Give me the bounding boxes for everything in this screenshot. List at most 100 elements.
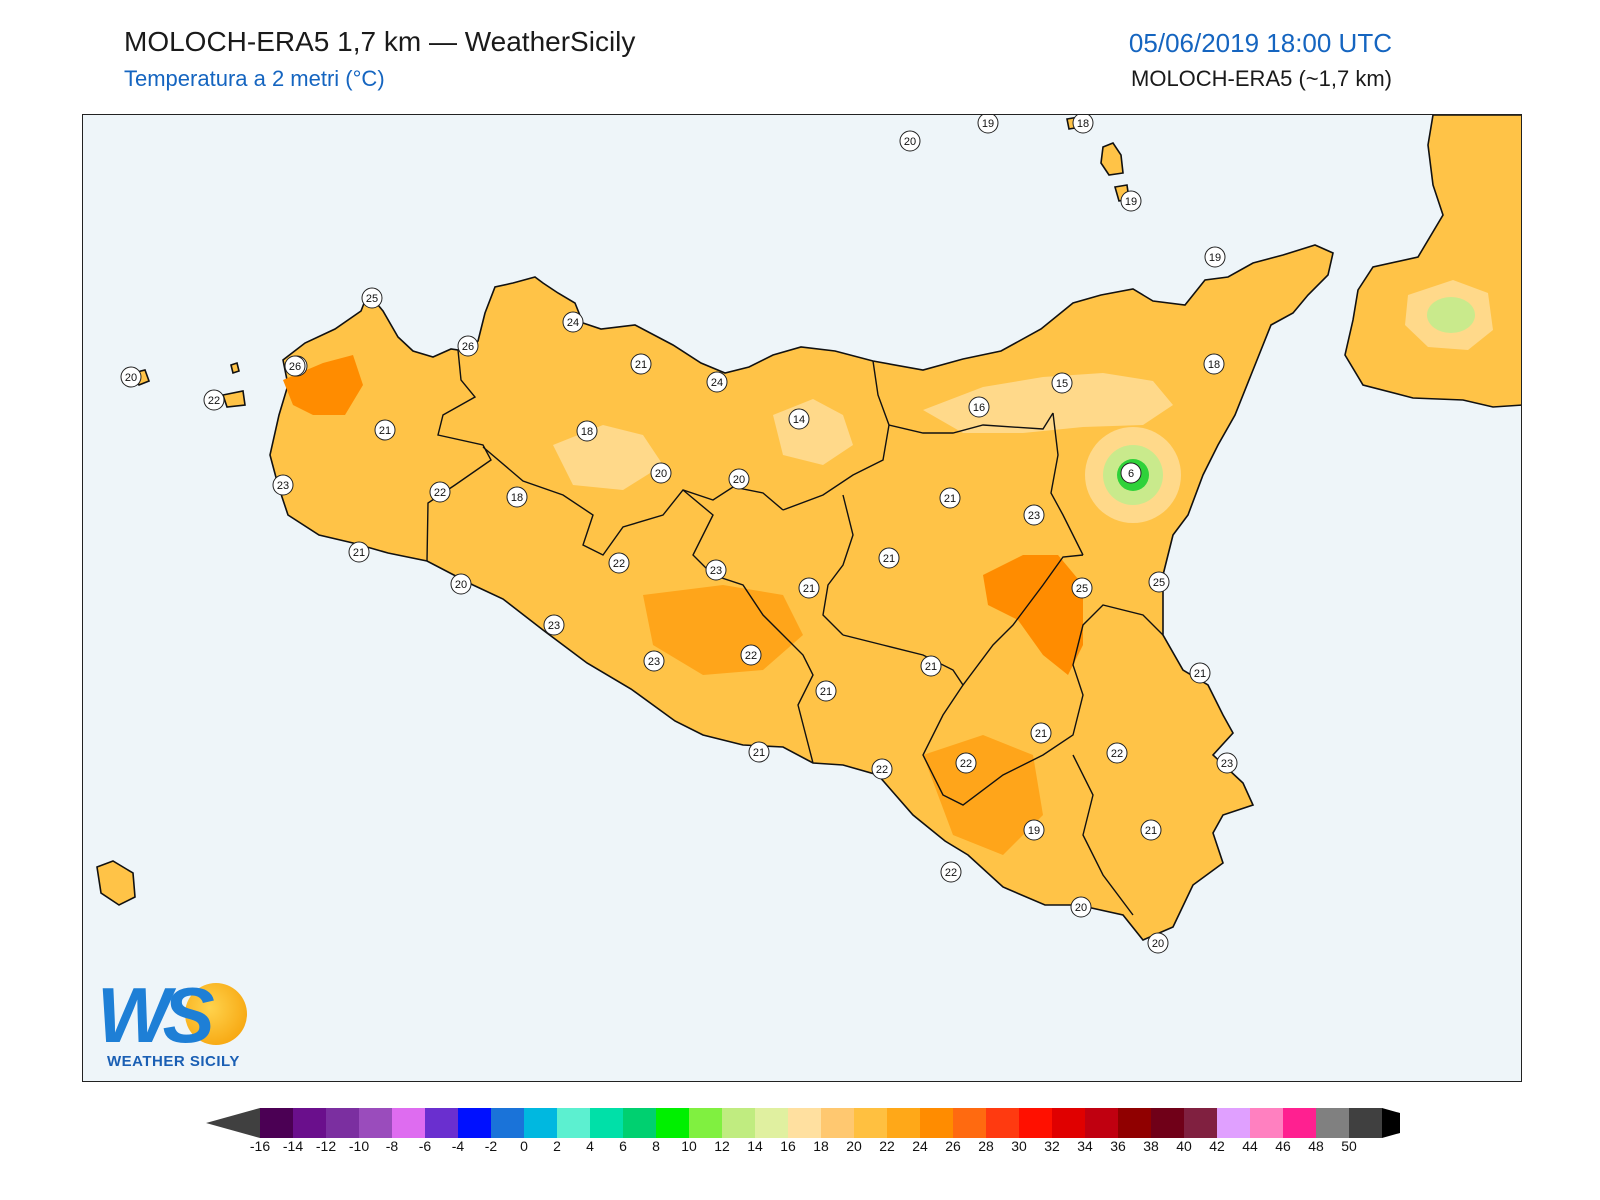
station-value: 18 bbox=[511, 492, 523, 504]
station-label: 22 bbox=[940, 861, 962, 883]
colorbar-over-arrow bbox=[1382, 1108, 1400, 1138]
sicily-hot-zone-west bbox=[283, 355, 363, 415]
colorbar-cell bbox=[788, 1108, 821, 1138]
colorbar-cell bbox=[326, 1108, 359, 1138]
station-value: 26 bbox=[289, 361, 301, 373]
colorbar-tick-label: 4 bbox=[586, 1138, 594, 1154]
station-marker bbox=[1030, 722, 1052, 744]
station-value: 16 bbox=[973, 402, 985, 414]
station-marker bbox=[940, 861, 962, 883]
station-label: 22 bbox=[871, 758, 893, 780]
station-label: 20 bbox=[1147, 932, 1169, 954]
station-value: 21 bbox=[803, 583, 815, 595]
station-label: 23 bbox=[705, 559, 727, 581]
colorbar-cell bbox=[854, 1108, 887, 1138]
station-marker bbox=[815, 680, 837, 702]
station-label: 14 bbox=[788, 408, 810, 430]
island-levanzo bbox=[230, 361, 240, 375]
station-marker bbox=[650, 462, 672, 484]
station-marker bbox=[939, 487, 961, 509]
colorbar-cell bbox=[359, 1108, 392, 1138]
colorbar-cell bbox=[1019, 1108, 1052, 1138]
station-label: 21 bbox=[939, 487, 961, 509]
colorbar-cell bbox=[392, 1108, 425, 1138]
station-marker bbox=[1106, 742, 1128, 764]
station-value: 18 bbox=[1208, 359, 1220, 371]
colorbar-cell bbox=[689, 1108, 722, 1138]
colorbar-cell bbox=[491, 1108, 524, 1138]
station-marker bbox=[429, 481, 451, 503]
station-marker bbox=[576, 420, 598, 442]
station-label: 21 bbox=[1189, 662, 1211, 684]
colorbar-cell bbox=[953, 1108, 986, 1138]
station-value: 21 bbox=[353, 547, 365, 559]
station-label: 22 bbox=[203, 389, 225, 411]
colorbar-tick-label: 46 bbox=[1275, 1138, 1291, 1154]
station-value: 20 bbox=[1075, 902, 1087, 914]
station-label: 19 bbox=[1120, 190, 1142, 212]
station-value: 15 bbox=[1056, 378, 1068, 390]
valid-datetime: 05/06/2019 18:00 UTC bbox=[1128, 28, 1392, 58]
station-value: 18 bbox=[581, 426, 593, 438]
colorbar-tick-label: -8 bbox=[385, 1138, 399, 1154]
station-label: 16 bbox=[968, 396, 990, 418]
border-caltanissetta-enna bbox=[822, 494, 854, 636]
station-label: 21 bbox=[748, 741, 770, 763]
colorbar-cell bbox=[920, 1108, 953, 1138]
calabria-landmass bbox=[1344, 115, 1521, 408]
station-value: 25 bbox=[366, 293, 378, 305]
station-label: 21 bbox=[920, 655, 942, 677]
colorbar-under-arrow bbox=[206, 1108, 260, 1138]
colorbar-cell bbox=[425, 1108, 458, 1138]
station-marker bbox=[457, 335, 479, 357]
station-marker bbox=[1216, 752, 1238, 774]
colorbar-tick-label: 28 bbox=[978, 1138, 994, 1154]
station-label: 23 bbox=[643, 650, 665, 672]
station-marker bbox=[871, 758, 893, 780]
station-value: 21 bbox=[820, 686, 832, 698]
station-label: 15 bbox=[1051, 372, 1073, 394]
colorbar-cell bbox=[458, 1108, 491, 1138]
station-marker bbox=[977, 115, 999, 134]
border-messina-catania bbox=[1050, 412, 1084, 556]
station-marker bbox=[543, 614, 565, 636]
colorbar-cell bbox=[260, 1108, 293, 1138]
station-marker bbox=[798, 577, 820, 599]
station-label: 20 bbox=[899, 130, 921, 152]
station-label: 6 bbox=[1120, 462, 1142, 484]
station-value: 19 bbox=[1028, 825, 1040, 837]
station-value: 23 bbox=[1028, 510, 1040, 522]
station-label: 25 bbox=[1148, 571, 1170, 593]
station-value: 24 bbox=[711, 377, 723, 389]
colorbar-tick-label: 34 bbox=[1077, 1138, 1093, 1154]
station-marker bbox=[1070, 896, 1092, 918]
station-marker bbox=[1051, 372, 1073, 394]
colorbar-cell bbox=[1184, 1108, 1217, 1138]
station-label: 21 bbox=[878, 547, 900, 569]
station-marker bbox=[899, 130, 921, 152]
border-palermo-caltanissetta bbox=[782, 360, 890, 511]
station-label: 23 bbox=[272, 474, 294, 496]
station-value: 20 bbox=[655, 468, 667, 480]
colorbar-cell bbox=[1316, 1108, 1349, 1138]
station-value: 6 bbox=[1128, 468, 1134, 480]
station-marker bbox=[1148, 571, 1170, 593]
station-marker bbox=[706, 371, 728, 393]
station-marker bbox=[120, 366, 142, 388]
station-label: 18 bbox=[1072, 115, 1094, 134]
colorbar-tick-label: 38 bbox=[1143, 1138, 1159, 1154]
station-marker bbox=[728, 468, 750, 490]
weather-sicily-logo: WS WEATHER SICILY bbox=[97, 975, 267, 1075]
station-value: 25 bbox=[1076, 583, 1088, 595]
station-value: 20 bbox=[455, 579, 467, 591]
station-value: 19 bbox=[1125, 196, 1137, 208]
colorbar-cell bbox=[1250, 1108, 1283, 1138]
colorbar-tick-label: 12 bbox=[714, 1138, 730, 1154]
station-value: 20 bbox=[125, 372, 137, 384]
station-value: 21 bbox=[925, 661, 937, 673]
island-pantelleria bbox=[96, 860, 136, 906]
colorbar-cell bbox=[1052, 1108, 1085, 1138]
station-value: 23 bbox=[1221, 758, 1233, 770]
station-label: 21 bbox=[630, 353, 652, 375]
station-value: 21 bbox=[1035, 728, 1047, 740]
